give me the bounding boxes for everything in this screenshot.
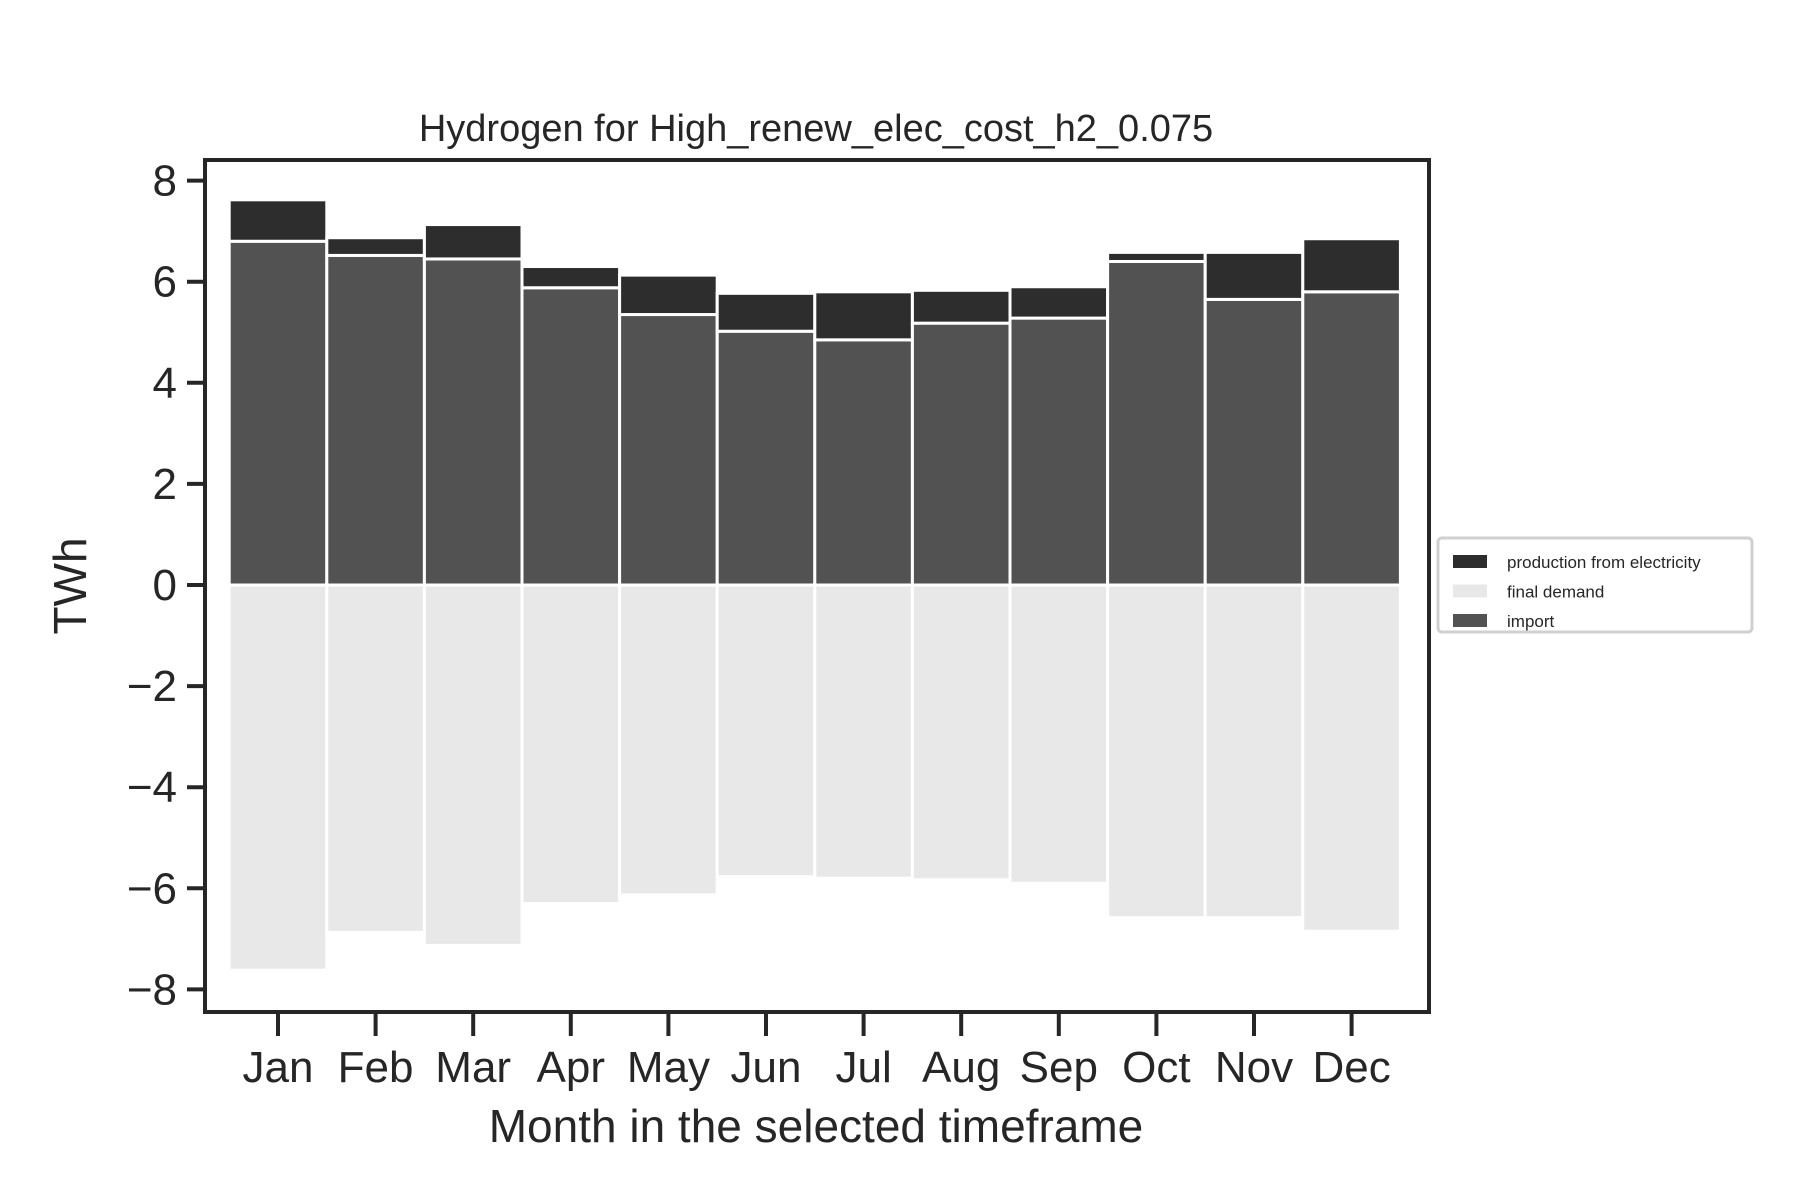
bar-final-demand-jul — [813, 583, 914, 880]
x-tick-label-mar: Mar — [435, 1043, 511, 1092]
bar-import-sep — [1008, 316, 1110, 587]
chart-title: Hydrogen for High_renew_elec_cost_h2_0.0… — [419, 108, 1213, 150]
bar-production-nov — [1203, 250, 1305, 301]
x-tick-label-sep: Sep — [1020, 1043, 1098, 1092]
bar-import-nov — [1203, 297, 1305, 587]
bar-production-apr — [520, 265, 622, 290]
x-tick-label-may: May — [627, 1043, 710, 1092]
bar-final-demand-nov — [1203, 583, 1305, 920]
bar-production-feb — [325, 236, 426, 257]
bar-final-demand-feb — [325, 583, 426, 934]
y-tick-label: −2 — [127, 662, 177, 711]
legend-label: import — [1507, 612, 1555, 631]
y-tick-label: 4 — [153, 359, 177, 408]
bar-production-jul — [813, 290, 914, 342]
bar-production-jan — [227, 198, 329, 243]
x-tick-label-aug: Aug — [922, 1043, 1000, 1092]
bar-import-mar — [422, 257, 524, 587]
x-axis-label: Month in the selected timeframe — [489, 1100, 1144, 1152]
x-tick-label-apr: Apr — [537, 1043, 605, 1092]
y-tick-label: 8 — [153, 157, 177, 206]
legend-label: production from electricity — [1507, 553, 1701, 572]
legend-items: production from electricity final demand i… — [1453, 553, 1701, 631]
legend: production from electricity final demand i… — [1436, 536, 1754, 634]
bar-import-may — [618, 313, 719, 587]
legend-label: final demand — [1507, 583, 1604, 602]
x-tick-label-dec: Dec — [1312, 1043, 1390, 1092]
bar-final-demand-jun — [715, 583, 817, 879]
bar-import-aug — [910, 321, 1012, 587]
y-tick-label: −6 — [127, 864, 177, 913]
bar-import-dec — [1301, 290, 1402, 587]
bar-final-demand-apr — [520, 583, 622, 905]
bar-final-demand-aug — [910, 583, 1012, 882]
bar-production-sep — [1008, 285, 1110, 320]
bar-production-may — [618, 273, 719, 317]
bar-final-demand-mar — [422, 583, 524, 947]
x-tick-label-jun: Jun — [731, 1043, 802, 1092]
bar-production-dec — [1301, 237, 1402, 294]
legend-swatch — [1453, 555, 1487, 568]
bar-production-oct — [1106, 250, 1207, 263]
bar-import-apr — [520, 286, 622, 587]
legend-swatch — [1453, 614, 1487, 627]
x-tick-label-feb: Feb — [338, 1043, 414, 1092]
bar-final-demand-dec — [1301, 583, 1402, 933]
bar-production-mar — [422, 223, 524, 261]
legend-swatch — [1453, 584, 1487, 598]
bar-import-oct — [1106, 259, 1207, 587]
plot-frame — [203, 158, 1431, 1014]
y-axis-label: TWh — [44, 537, 96, 634]
y-tick-label: −8 — [127, 965, 177, 1014]
x-tick-label-jul: Jul — [835, 1043, 891, 1092]
x-axis: Jan Feb Mar Apr May Jun Jul Aug Sep Oct Nov Dec — [243, 1012, 1391, 1092]
bar-import-feb — [325, 253, 426, 587]
y-tick-label: −4 — [127, 763, 177, 812]
x-tick-label-nov: Nov — [1215, 1043, 1293, 1092]
bar-import-jul — [813, 338, 914, 587]
bar-production-aug — [910, 288, 1012, 325]
bar-final-demand-may — [618, 583, 719, 897]
bar-import-jan — [227, 239, 329, 587]
x-tick-label-jan: Jan — [243, 1043, 314, 1092]
y-tick-label: 0 — [153, 561, 177, 610]
y-axis: −8 −6 −4 −2 0 2 4 6 8 — [127, 157, 205, 1014]
bar-import-jun — [715, 329, 817, 587]
bar-final-demand-jan — [227, 583, 329, 972]
bar-final-demand-oct — [1106, 583, 1207, 920]
y-tick-label: 2 — [153, 460, 177, 509]
bar-production-jun — [715, 291, 817, 333]
x-tick-label-oct: Oct — [1122, 1043, 1190, 1092]
legend-frame — [1436, 536, 1754, 634]
y-tick-label: 6 — [153, 258, 177, 307]
bars-layer — [227, 198, 1402, 972]
bar-final-demand-sep — [1008, 583, 1110, 885]
